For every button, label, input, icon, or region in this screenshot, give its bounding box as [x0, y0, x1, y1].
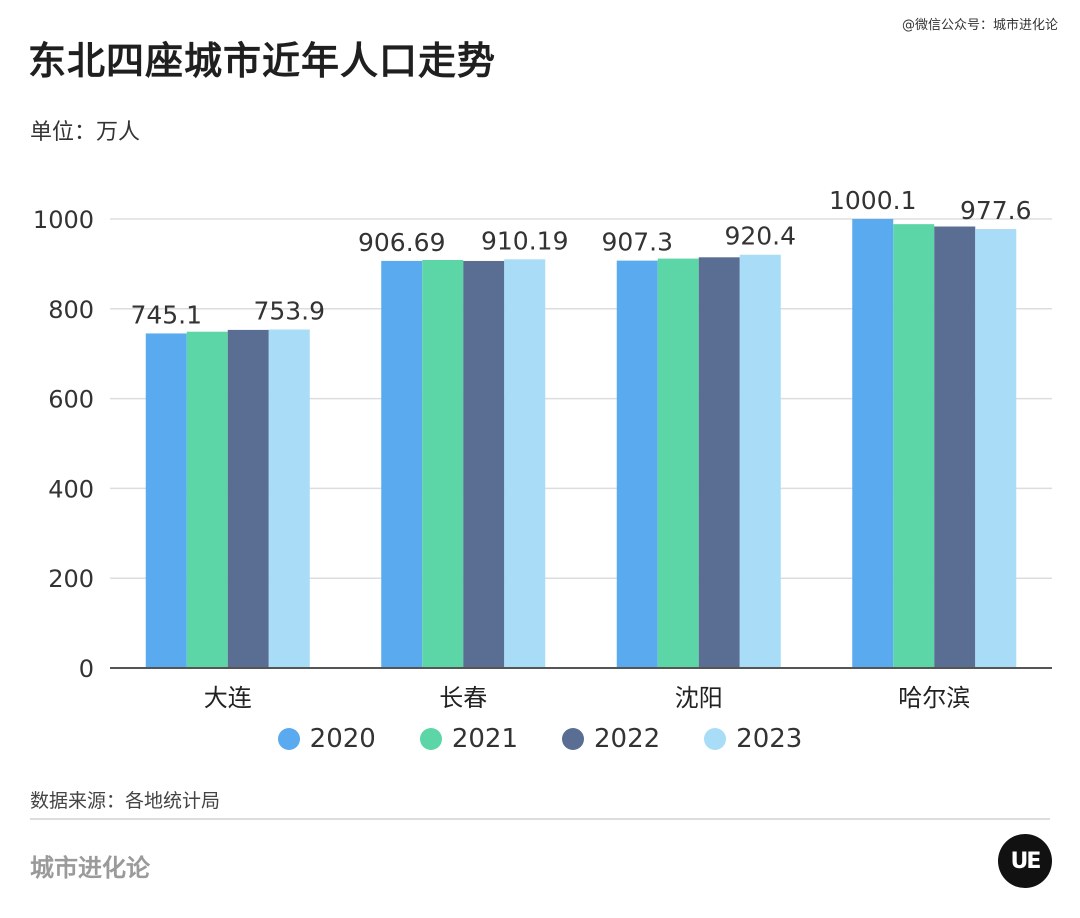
unit-label: 单位：万人	[30, 120, 141, 145]
y-tick-label: 800	[48, 296, 94, 324]
legend-swatch-icon	[562, 728, 584, 750]
bar-2022	[934, 226, 976, 668]
legend-swatch-icon	[419, 728, 442, 750]
x-axis-categories: 大连 长春 沈阳 哈尔滨	[204, 684, 971, 710]
x-category-label: 沈阳	[675, 684, 723, 710]
bar-2021	[657, 258, 699, 668]
y-tick-label: 400	[48, 475, 94, 503]
bar-2020	[852, 218, 894, 668]
bar-2022	[698, 257, 740, 668]
legend-swatch-icon	[277, 728, 300, 750]
bars	[145, 218, 1017, 668]
legend-label: 2021	[451, 724, 518, 754]
bar-2023	[504, 259, 546, 668]
data-label: 745.1	[130, 300, 202, 329]
data-label: 910.19	[481, 226, 568, 255]
y-tick-label: 200	[48, 565, 94, 593]
data-label: 920.4	[724, 222, 796, 251]
legend-swatch-icon	[704, 728, 727, 750]
legend-item: 2021	[419, 724, 518, 754]
chart-title: 东北四座城市近年人口走势	[28, 39, 497, 83]
bar-2021	[186, 331, 228, 668]
legend: 2020 2021 2022 2023	[0, 724, 1080, 754]
data-labels: 745.1 753.9 906.69 910.19 907.3 920.4 1000.1 97…	[130, 186, 1031, 329]
y-tick-label: 600	[48, 386, 94, 414]
legend-label: 2023	[736, 724, 803, 754]
legend-item: 2020	[277, 724, 376, 754]
bar-2020	[145, 333, 187, 668]
legend-label: 2020	[309, 724, 376, 754]
data-label: 907.3	[601, 228, 673, 257]
source-note: 数据来源：各地统计局	[30, 790, 221, 812]
bar-2023	[975, 229, 1017, 668]
footer-divider	[30, 818, 1050, 820]
brand-name: 城市进化论	[30, 854, 150, 882]
x-category-label: 哈尔滨	[898, 684, 970, 710]
y-tick-label: 1000	[33, 206, 94, 234]
legend-item: 2022	[562, 724, 660, 754]
x-category-label: 大连	[204, 684, 252, 710]
bar-chart: 0 200 400 600 800 1000 745.1 753.9 906.69 910.19…	[33, 186, 1052, 710]
bar-2023	[739, 254, 781, 668]
bar-2022	[463, 260, 505, 668]
bar-2022	[227, 329, 269, 668]
y-tick-label: 0	[79, 655, 94, 683]
bar-2021	[422, 259, 464, 668]
data-label: 753.9	[253, 296, 325, 325]
logo-text: UE	[1010, 848, 1042, 874]
bar-2023	[268, 329, 310, 668]
bar-2020	[381, 260, 423, 668]
bar-2020	[616, 260, 658, 668]
x-category-label: 长春	[439, 684, 487, 710]
bar-2021	[893, 224, 935, 668]
watermark-text: @微信公众号：城市进化论	[901, 18, 1058, 33]
data-label: 906.69	[358, 228, 445, 257]
y-axis-ticks: 0 200 400 600 800 1000	[33, 206, 94, 683]
brand-logo-icon: UE	[998, 834, 1052, 888]
data-label: 1000.1	[829, 186, 916, 215]
legend-label: 2022	[594, 724, 661, 754]
data-label: 977.6	[960, 196, 1032, 225]
legend-item: 2023	[704, 724, 802, 754]
